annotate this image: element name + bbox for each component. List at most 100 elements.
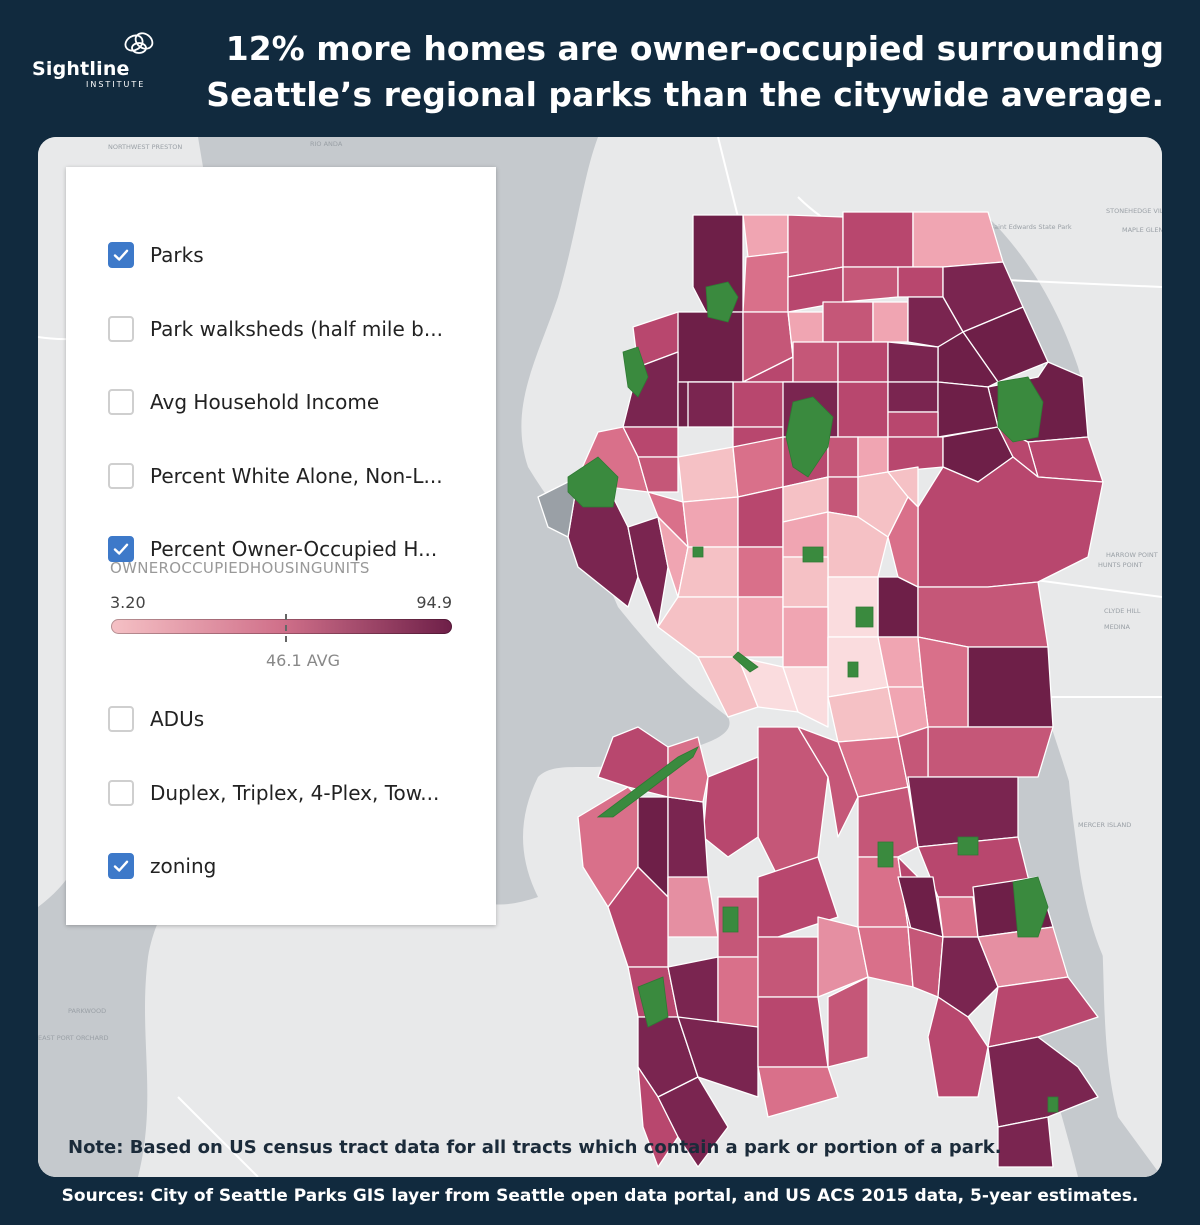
census-tract — [907, 776, 1019, 848]
census-tract — [887, 436, 944, 473]
census-tract — [987, 976, 1099, 1048]
census-tract — [737, 596, 784, 658]
park-shape — [722, 906, 739, 933]
map-label: STONEHEDGE VILLAGE — [1106, 207, 1162, 215]
checkmark-icon — [113, 249, 129, 261]
census-tract — [822, 301, 874, 343]
census-tract — [637, 456, 679, 493]
census-tract — [907, 926, 944, 998]
census-tract — [827, 476, 859, 518]
census-tract — [827, 436, 859, 478]
layer-legend: Parks Park walksheds (half mile b... Avg… — [66, 167, 496, 925]
census-tract — [857, 436, 889, 478]
census-tract — [927, 726, 1054, 778]
census-tract — [967, 646, 1054, 728]
layer-toggle-walksheds[interactable]: Park walksheds (half mile b... — [108, 314, 443, 344]
census-tract — [737, 486, 784, 548]
census-tract — [837, 341, 889, 383]
census-tract — [927, 996, 989, 1098]
layer-label: Duplex, Triplex, 4-Plex, Tow... — [150, 781, 440, 805]
layer-toggle-zoning[interactable]: zoning — [108, 851, 216, 881]
checkbox[interactable] — [108, 242, 134, 268]
checkbox[interactable] — [108, 463, 134, 489]
census-tract — [742, 214, 789, 258]
census-tract — [912, 211, 1004, 268]
map-label: MEDINA — [1104, 623, 1130, 631]
park-shape — [567, 456, 619, 508]
park-shape — [732, 651, 759, 673]
park-shape — [596, 746, 699, 818]
checkbox[interactable] — [108, 536, 134, 562]
layer-label: Park walksheds (half mile b... — [150, 317, 443, 341]
scale-max-label: 94.9 — [416, 593, 452, 612]
census-tract — [842, 211, 914, 268]
layer-toggle-parks[interactable]: Parks — [108, 240, 204, 270]
park-shape — [1047, 1096, 1059, 1113]
census-tract — [887, 411, 939, 438]
map-label: Saint Edwards State Park — [990, 223, 1072, 231]
layer-label: ADUs — [150, 707, 205, 731]
footnote: Note: Based on US census tract data for … — [68, 1137, 1002, 1158]
census-tract — [607, 866, 669, 968]
map-card[interactable]: Saint Edwards State Park STONEHEDGE VILL… — [38, 137, 1162, 1177]
census-tract — [897, 266, 944, 298]
census-tract — [717, 956, 759, 1028]
census-tract — [887, 341, 939, 383]
layer-toggle-percent-white[interactable]: Percent White Alone, Non-L... — [108, 461, 443, 491]
map-label: CLYDE HILL — [1104, 607, 1141, 615]
layer-label: Parks — [150, 243, 204, 267]
sightline-logo: Sightline INSTITUTE — [32, 28, 172, 98]
census-tract — [637, 1066, 679, 1168]
color-scale-bar — [111, 619, 452, 634]
layer-label: Percent Owner-Occupied H... — [150, 537, 438, 561]
checkmark-icon — [113, 860, 129, 872]
census-tract — [667, 736, 709, 803]
layer-label: Percent White Alone, Non-L... — [150, 464, 443, 488]
census-tract — [917, 581, 1049, 648]
brand-sub: INSTITUTE — [86, 80, 146, 89]
census-tract — [782, 606, 829, 668]
layer-toggle-duplex[interactable]: Duplex, Triplex, 4-Plex, Tow... — [108, 778, 439, 808]
layer-toggle-owner-occupied[interactable]: Percent Owner-Occupied H... — [108, 534, 437, 564]
layer-toggle-income[interactable]: Avg Household Income — [108, 387, 379, 417]
map-label: HARROW POINT — [1106, 551, 1158, 559]
average-marker — [285, 614, 287, 642]
mercer-island — [1068, 757, 1125, 967]
checkbox[interactable] — [108, 389, 134, 415]
census-tract — [997, 1116, 1054, 1168]
census-tract — [797, 726, 859, 838]
map-label: HUNTS POINT — [1098, 561, 1142, 569]
layer-label: zoning — [150, 854, 217, 878]
map-label: RIO ANDA — [310, 140, 343, 148]
checkbox[interactable] — [108, 853, 134, 879]
scale-min-label: 3.20 — [110, 593, 146, 612]
map-label: MAPLE GLEN — [1122, 226, 1162, 234]
brand-name: Sightline — [32, 58, 130, 80]
census-tract — [757, 1066, 839, 1118]
census-tract — [742, 251, 789, 313]
park-shape — [637, 976, 669, 1028]
scale-avg-label: 46.1 AVG — [266, 651, 340, 670]
checkbox[interactable] — [108, 706, 134, 732]
census-tract — [782, 556, 829, 608]
census-tract — [937, 896, 979, 938]
census-tract — [732, 436, 784, 498]
checkbox[interactable] — [108, 316, 134, 342]
park-shape — [847, 661, 859, 678]
census-tract — [757, 936, 819, 998]
census-tract — [887, 496, 919, 588]
headline: 12% more homes are owner-occupied surrou… — [206, 29, 1164, 114]
parks — [567, 281, 1059, 1113]
census-tract — [757, 996, 829, 1068]
census-tract — [677, 446, 739, 503]
census-tract — [657, 1076, 729, 1168]
checkbox[interactable] — [108, 780, 134, 806]
census-tract — [787, 214, 844, 278]
header: Sightline INSTITUTE 12% more homes are o… — [0, 0, 1200, 135]
park-shape — [785, 396, 834, 478]
census-tract — [687, 381, 734, 428]
census-tract — [627, 516, 669, 628]
map-label: MERCER ISLAND — [1078, 821, 1131, 829]
map-label: EAST PORT ORCHARD — [38, 1034, 109, 1042]
layer-toggle-adus[interactable]: ADUs — [108, 704, 204, 734]
